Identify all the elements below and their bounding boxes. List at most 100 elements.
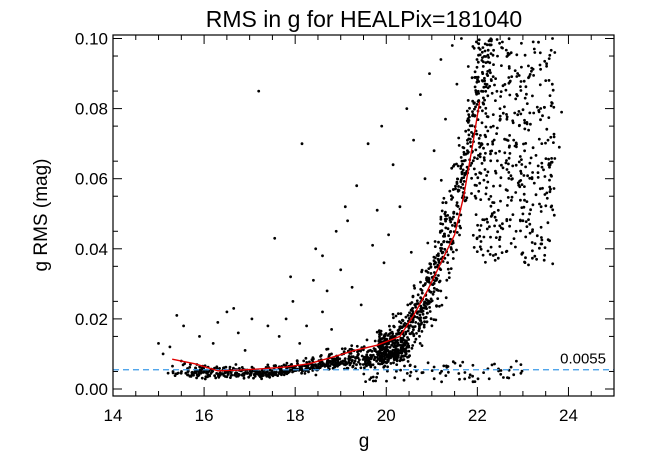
scatter-point [399,358,403,362]
scatter-point [489,159,493,163]
scatter-point [509,365,513,369]
scatter-point [401,319,405,322]
scatter-point [198,335,201,338]
scatter-point [507,162,510,166]
x-tick-label: 16 [195,406,214,425]
scatter-point [330,328,333,331]
scatter-point [432,377,436,381]
scatter-point [378,335,381,339]
scatter-point [483,79,486,83]
scatter-point [523,127,527,131]
scatter-point [234,363,238,366]
scatter-point [395,332,398,336]
scatter-point [410,313,414,316]
scatter-point [468,106,471,110]
scatter-point [411,325,415,329]
scatter-point [368,378,372,381]
scatter-point [371,379,375,383]
scatter-point [545,196,549,200]
scatter-point [392,357,396,361]
scatter-point [502,376,505,379]
scatter-point [523,121,527,125]
scatter-point [514,191,518,194]
scatter-point [504,88,508,92]
scatter-point [446,253,450,257]
scatter-point [406,344,409,348]
scatter-point [211,342,215,345]
scatter-point [501,222,504,226]
scatter-point [439,178,443,182]
scatter-point [462,180,466,183]
scatter-point [525,121,529,124]
scatter-point [462,159,466,163]
scatter-point [527,218,530,222]
scatter-point [523,96,527,100]
scatter-point [304,356,308,360]
scatter-point [405,372,409,375]
scatter-point [507,156,511,160]
scatter-point [476,223,479,227]
scatter-point [500,64,503,67]
scatter-point [473,194,477,198]
scatter-point [406,329,410,333]
scatter-point [380,124,384,128]
scatter-point [494,77,497,80]
scatter-point [528,222,532,226]
scatter-point [541,186,544,190]
scatter-point [482,178,486,182]
scatter-point [478,181,482,185]
scatter-point [365,338,369,342]
scatter-point [430,369,434,372]
y-tick-label: 0.00 [75,380,108,399]
scatter-point [527,128,530,132]
scatter-point [267,372,271,376]
scatter-point [355,356,359,359]
scatter-point [414,337,418,341]
scatter-point [452,215,455,219]
scatter-point [516,72,519,75]
scatter-point [504,48,508,52]
scatter-point [463,171,467,175]
scatter-point [486,170,490,174]
scatter-point [519,80,523,83]
scatter-point [461,168,465,172]
scatter-point [542,168,545,172]
scatter-point [314,247,318,251]
scatter-point [524,220,528,224]
scatter-point [489,149,492,153]
scatter-point [398,205,402,209]
scatter-point [285,370,288,374]
scatter-point [486,60,490,64]
scatter-point [507,81,511,85]
scatter-point [260,377,263,381]
scatter-point [546,221,550,225]
scatter-point [392,345,396,349]
scatter-point [451,257,455,260]
scatter-point [499,199,502,203]
scatter-point [466,142,469,145]
scatter-point [426,241,430,245]
scatter-point [413,325,417,328]
scatter-point [447,271,451,275]
scatter-point [433,245,437,249]
scatter-point [216,374,220,378]
scatter-point [478,228,481,232]
scatter-point [519,219,522,223]
scatter-point [499,226,503,230]
scatter-point [232,366,235,370]
scatter-point [291,300,295,303]
scatter-point [479,240,483,243]
scatter-point [528,161,532,165]
scatter-point [471,159,475,163]
scatter-point [429,265,433,269]
scatter-point [359,366,363,370]
scatter-point [560,110,563,114]
scatter-point [503,105,506,109]
scatter-point [432,259,436,263]
scatter-point [539,225,543,229]
scatter-point [415,332,418,335]
scatter-point [419,296,422,300]
scatter-point [431,292,435,296]
scatter-point [517,74,521,77]
scatter-point [422,323,426,327]
